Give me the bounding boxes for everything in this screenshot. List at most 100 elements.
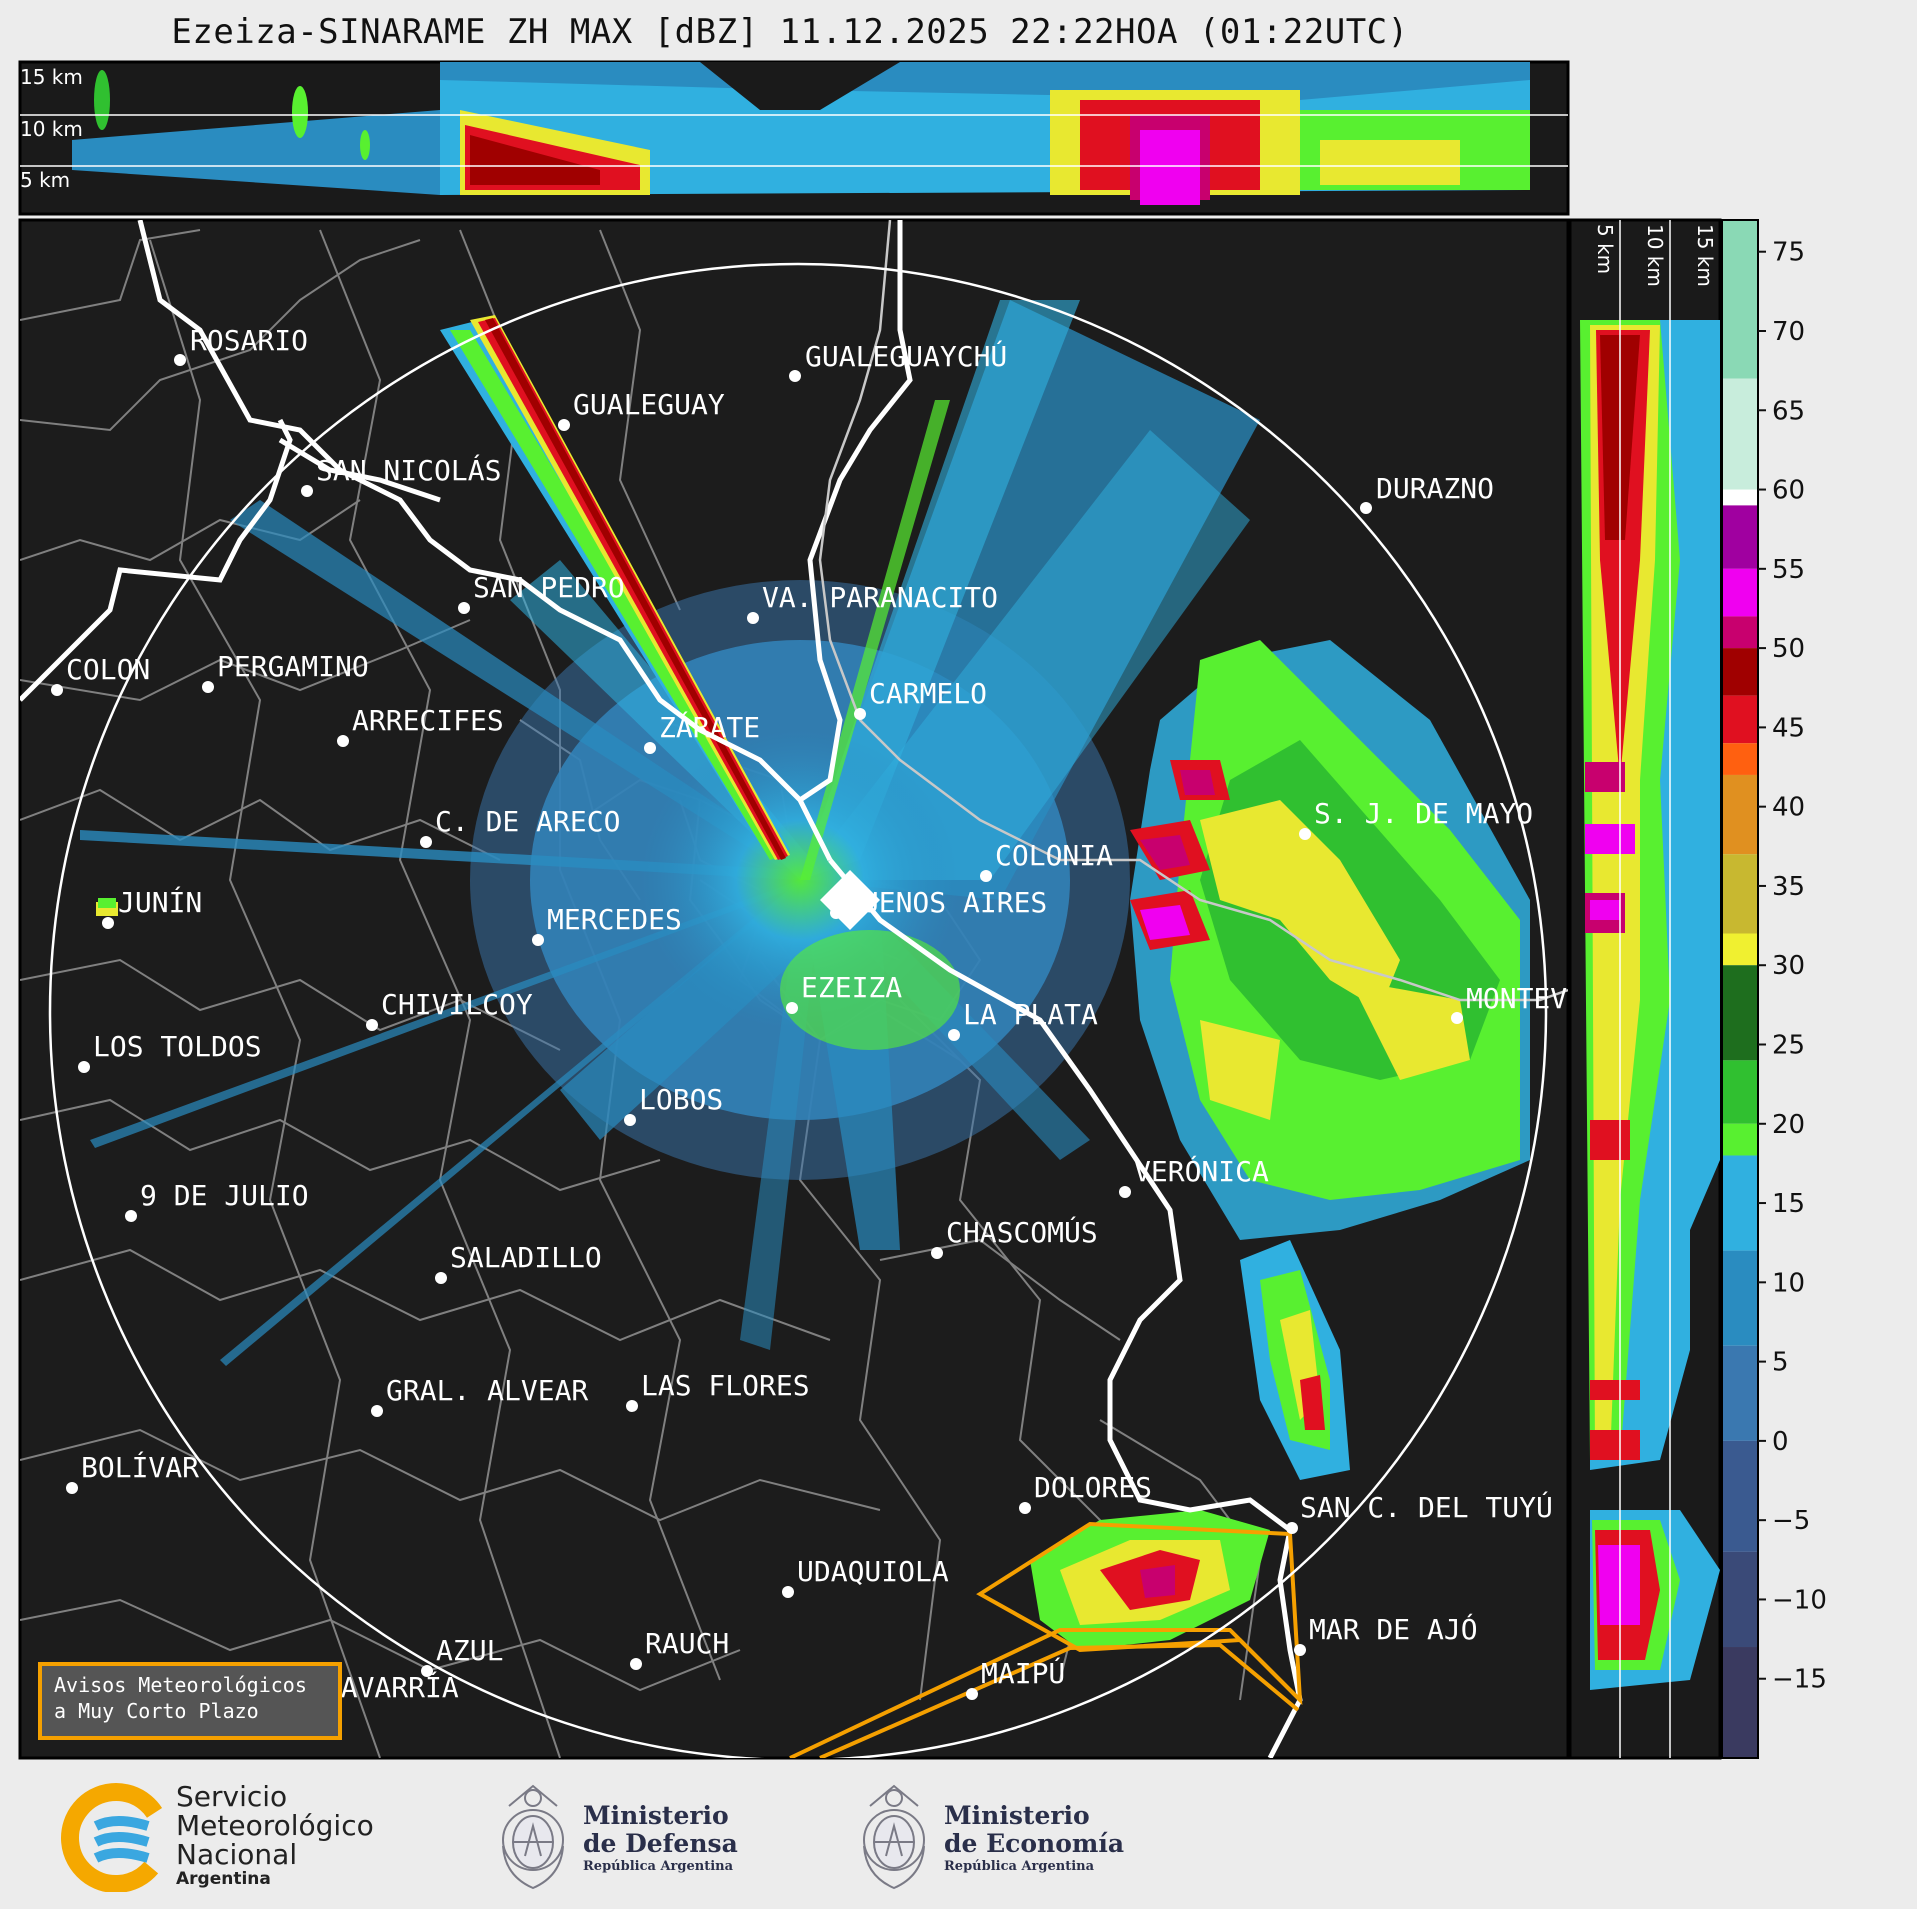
svg-text:COLONIA: COLONIA	[995, 839, 1113, 872]
city-san-pedro: SAN PEDRO	[458, 571, 625, 614]
colorbar-tick-label: 35	[1772, 872, 1805, 902]
colorbar-tick-label: 70	[1772, 317, 1805, 347]
economia-line2: de Economía	[944, 1829, 1125, 1858]
svg-text:VERÓNICA: VERÓNICA	[1134, 1154, 1269, 1188]
colorbar-tick-label: 45	[1772, 713, 1805, 743]
city-colon: COLON	[51, 653, 150, 696]
city-buenos-aires: BUENOS AIRES	[830, 886, 1047, 919]
svg-text:VA. PARANACITO: VA. PARANACITO	[762, 581, 998, 614]
colorbar-tick-label: 30	[1772, 951, 1805, 981]
colorbar-band	[1722, 616, 1758, 649]
svg-text:AZUL: AZUL	[436, 1634, 503, 1667]
economia-line1: Ministerio	[944, 1801, 1090, 1830]
colorbar-tick-label: 40	[1772, 793, 1805, 823]
city-gualeguay: GUALEGUAY	[558, 388, 725, 431]
colorbar-band	[1722, 1551, 1758, 1648]
svg-text:DURAZNO: DURAZNO	[1376, 472, 1494, 505]
colorbar-band	[1722, 1155, 1758, 1251]
colorbar-band	[1722, 965, 1758, 1061]
colorbar-tick-label: 25	[1772, 1030, 1805, 1060]
svg-text:CARMELO: CARMELO	[869, 677, 987, 710]
colorbar-band	[1722, 1345, 1758, 1441]
colorbar-band	[1722, 854, 1758, 934]
city-9-de-julio: 9 DE JULIO	[125, 1179, 309, 1222]
colorbar-tick-label: 50	[1772, 634, 1805, 664]
city-durazno: DURAZNO	[1360, 472, 1494, 514]
colorbar-tick-label: 60	[1772, 476, 1805, 506]
svg-text:PERGAMINO: PERGAMINO	[217, 650, 369, 683]
svg-text:LOBOS: LOBOS	[639, 1083, 723, 1116]
top-label-10km: 10 km	[20, 117, 83, 141]
side-label-15km: 15 km	[1693, 224, 1717, 287]
colorbar-tick-label: 20	[1772, 1110, 1805, 1140]
svg-text:LA PLATA: LA PLATA	[963, 998, 1098, 1031]
svg-text:UDAQUIOLA: UDAQUIOLA	[797, 1555, 949, 1588]
colorbar-band	[1722, 220, 1758, 379]
colorbar-band	[1722, 1250, 1758, 1346]
side-cross-section-panel: 5 km 10 km 15 km	[1568, 218, 1722, 1760]
economia-line3: República Argentina	[944, 1859, 1095, 1874]
defensa-line1: Ministerio	[583, 1801, 729, 1830]
city-dolores: DOLORES	[1019, 1471, 1152, 1514]
radar-echoes	[80, 300, 1530, 1650]
warning-legend-line1: Avisos Meteorológicos	[54, 1673, 307, 1697]
svg-text:JUNÍN: JUNÍN	[118, 885, 202, 919]
city-las-flores: LAS FLORES	[626, 1369, 810, 1412]
svg-text:EZEIZA: EZEIZA	[801, 971, 902, 1004]
city-maipu: MAIPÚ	[966, 1656, 1065, 1700]
city-chascomus: CHASCOMÚS	[931, 1215, 1098, 1259]
city-montevideo: MONTEVIDEO	[1451, 982, 1568, 1024]
city-ezeiza: EZEIZA	[786, 971, 902, 1014]
colorbar-tick-label: −15	[1772, 1665, 1827, 1695]
city-la-plata: LA PLATA	[948, 998, 1098, 1041]
map-panel: ROSARIO GUALEGUAYCHÚ GUALEGUAY SAN NICOL…	[18, 218, 1570, 1760]
defensa-logo: Ministerio de Defensa República Argentin…	[495, 1776, 755, 1896]
city-junin: JUNÍN	[102, 885, 202, 929]
colorbar-band	[1722, 378, 1758, 490]
colorbar-band	[1722, 489, 1758, 506]
city-mercedes: MERCEDES	[532, 903, 682, 946]
colorbar-tick-label: 15	[1772, 1189, 1805, 1219]
range-ring	[48, 262, 1548, 1758]
svg-text:CHASCOMÚS: CHASCOMÚS	[946, 1215, 1098, 1249]
city-bolivar: BOLÍVAR	[66, 1450, 199, 1494]
side-label-5km: 5 km	[1593, 224, 1617, 274]
city-colonia: COLONIA	[980, 839, 1113, 882]
city-arrecifes: ARRECIFES	[337, 704, 504, 747]
colorbar-band	[1722, 648, 1758, 696]
city-carmelo: CARMELO	[854, 677, 987, 720]
coat-of-arms-icon	[502, 1784, 564, 1890]
svg-text:CHIVILCOY: CHIVILCOY	[381, 988, 533, 1021]
city-lobos: LOBOS	[624, 1083, 723, 1126]
city-zarate: ZÁRATE	[644, 710, 760, 754]
map-title: Ezeiza-SINARAME ZH MAX [dBZ] 11.12.2025 …	[171, 12, 1409, 52]
city-gualeguaychu: GUALEGUAYCHÚ	[789, 339, 1007, 382]
svg-text:LOS TOLDOS: LOS TOLDOS	[93, 1030, 262, 1063]
colorbar-band	[1722, 1440, 1758, 1552]
city-rosario: ROSARIO	[174, 324, 308, 366]
svg-text:GUALEGUAY: GUALEGUAY	[573, 388, 725, 421]
city-udaquiola: UDAQUIOLA	[782, 1555, 949, 1598]
city-c-de-areco: C. DE ARECO	[420, 805, 620, 848]
colorbar-band	[1722, 505, 1758, 569]
colorbar-band	[1722, 933, 1758, 966]
top-cross-section-panel: 15 km 10 km 5 km	[18, 60, 1570, 216]
coat-of-arms-icon	[863, 1784, 925, 1890]
svg-text:ZÁRATE: ZÁRATE	[659, 710, 760, 744]
city-san-c-del-tuyu: SAN C. DEL TUYÚ	[1286, 1490, 1553, 1534]
smn-line1: Servicio	[176, 1780, 288, 1813]
top-label-5km: 5 km	[20, 168, 70, 192]
svg-text:ARRECIFES: ARRECIFES	[352, 704, 504, 737]
colorbar-band	[1722, 743, 1758, 775]
colorbar-tick-label: 0	[1772, 1427, 1789, 1457]
colorbar-band	[1722, 1647, 1758, 1758]
smn-logo: Servicio Meteorológico Nacional Argentin…	[56, 1782, 396, 1892]
top-label-15km: 15 km	[20, 65, 83, 89]
svg-text:SALADILLO: SALADILLO	[450, 1241, 602, 1274]
colorbar-band	[1722, 774, 1758, 855]
smn-line3: Nacional	[176, 1838, 298, 1871]
economia-logo: Ministerio de Economía República Argenti…	[856, 1776, 1136, 1896]
svg-text:ROSARIO: ROSARIO	[190, 324, 308, 357]
svg-text:DOLORES: DOLORES	[1034, 1471, 1152, 1504]
